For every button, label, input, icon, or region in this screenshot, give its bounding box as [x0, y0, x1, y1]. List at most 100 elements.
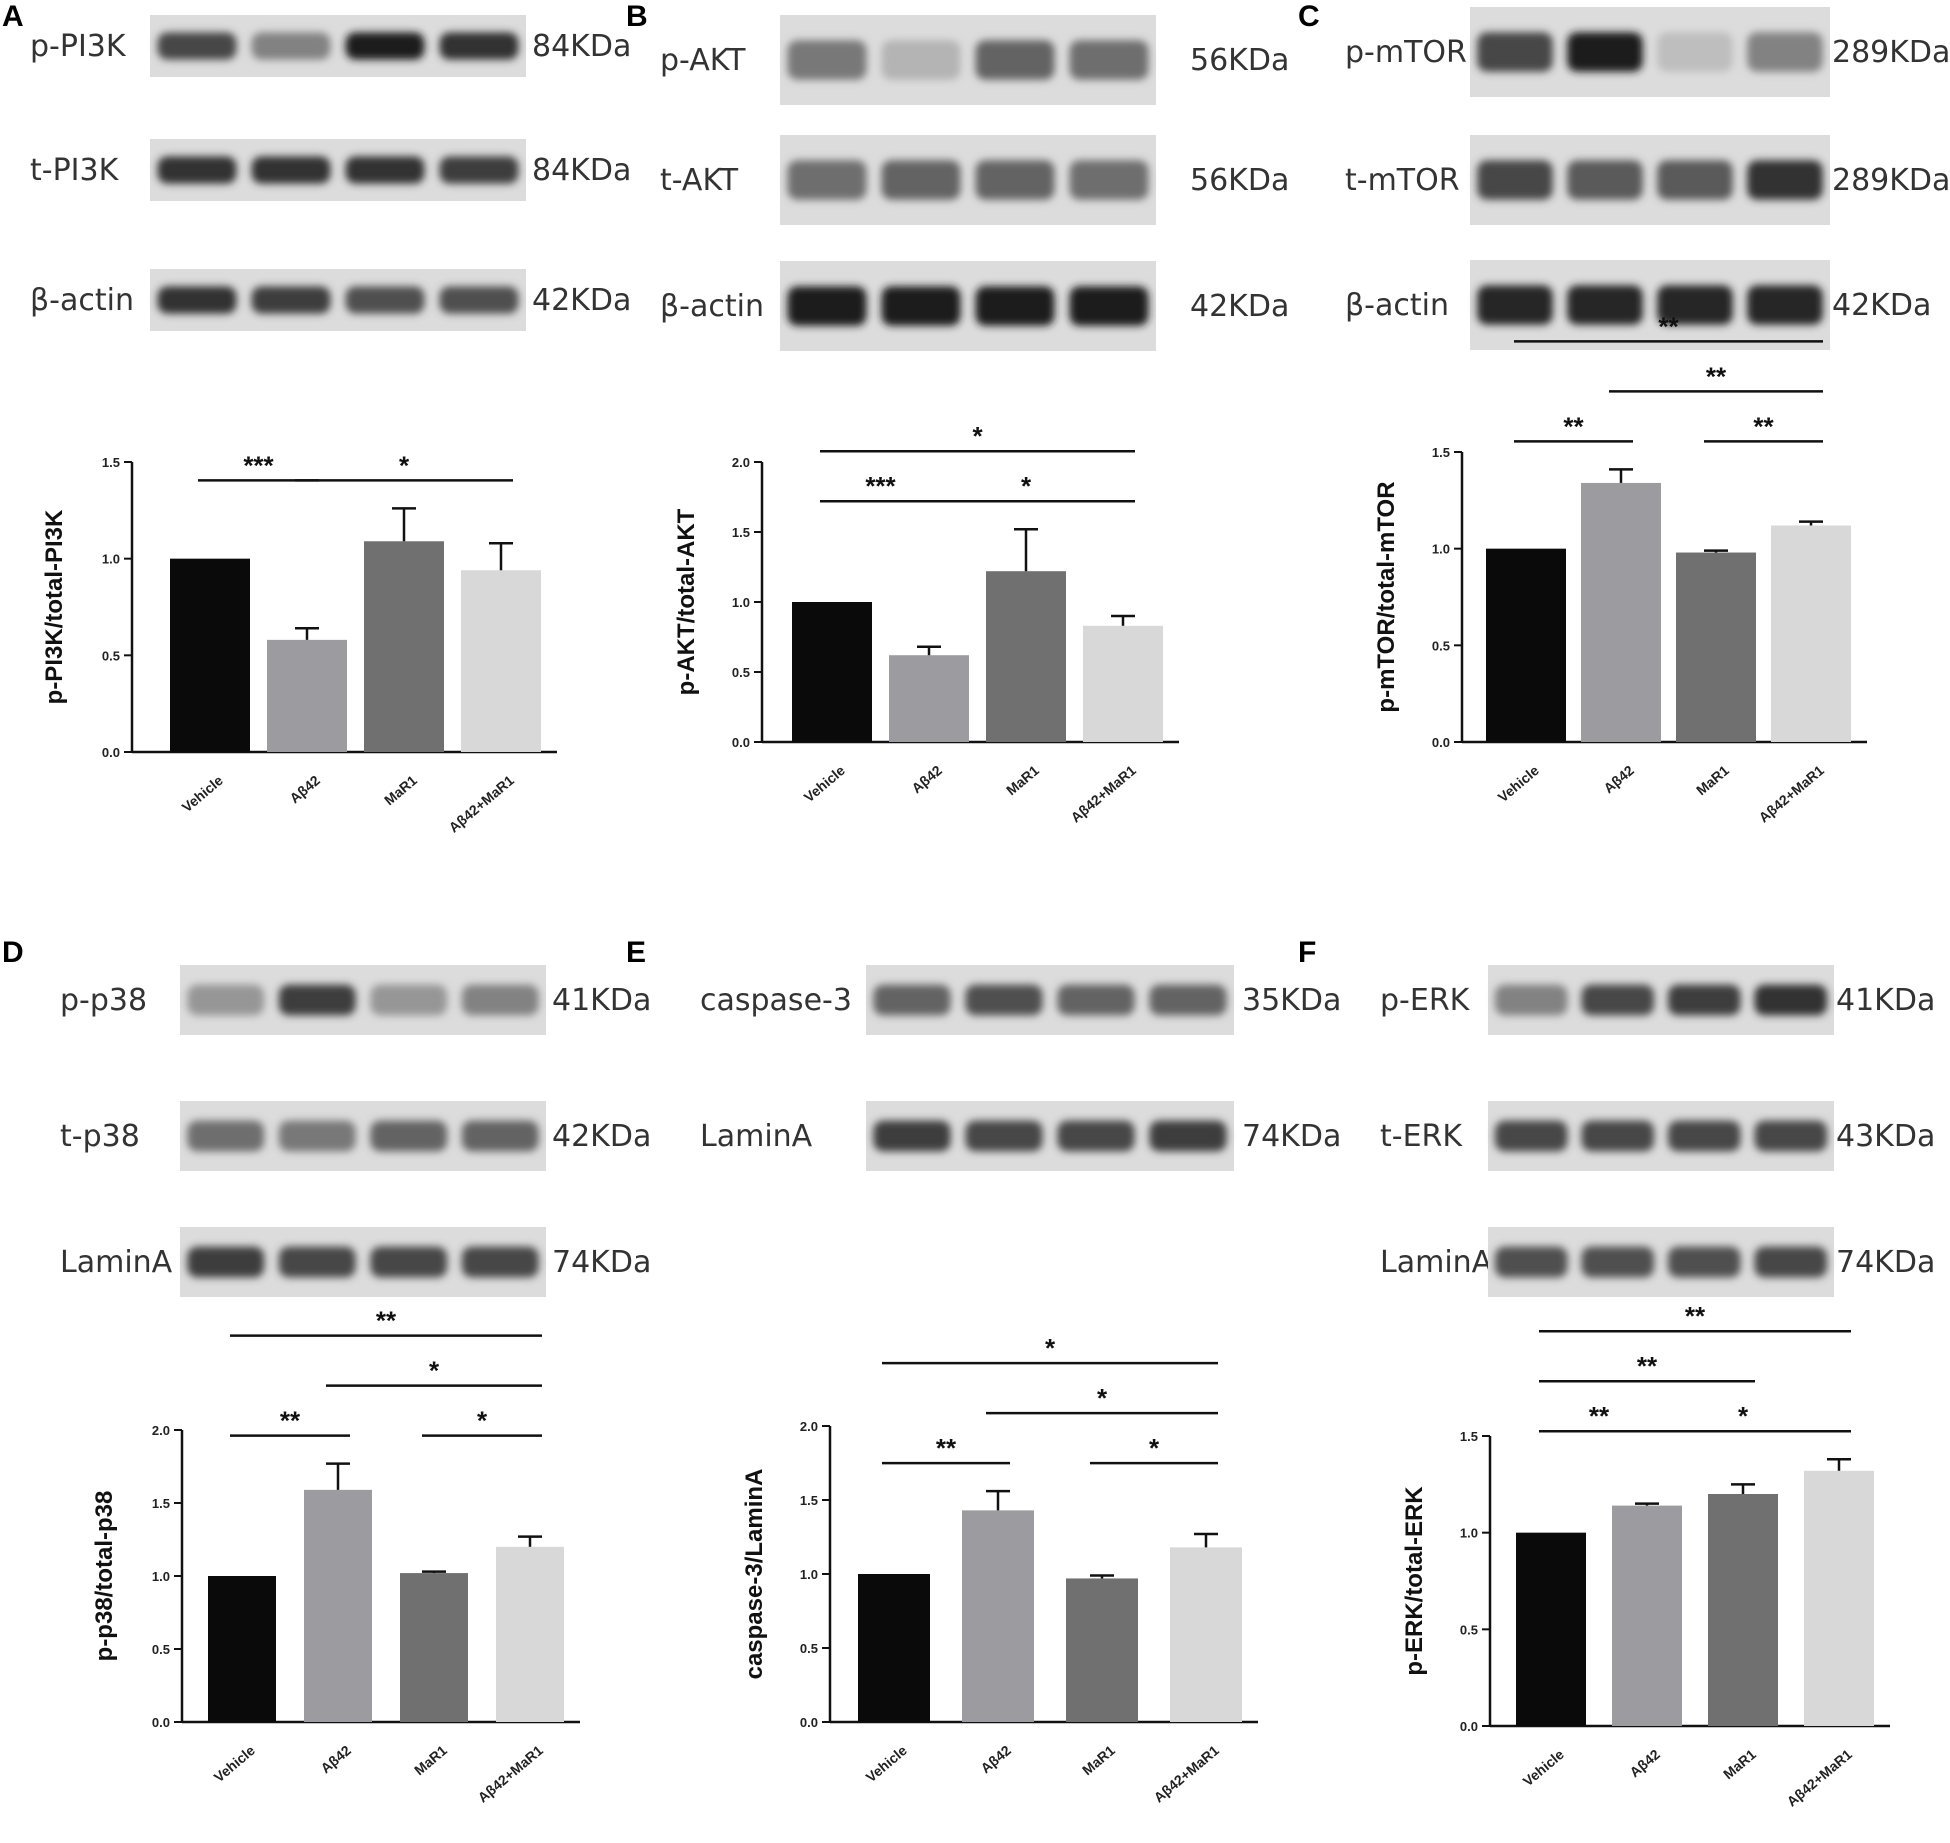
- blot-band: [251, 32, 331, 60]
- blot-band: [461, 984, 539, 1016]
- significance-stars: *: [1149, 1433, 1160, 1463]
- bar-chart-a: 0.0 0.5 1.0 1.5 p-PI3K/total-PI3K Vehicle Aβ42…: [41, 450, 557, 836]
- bar: [986, 571, 1066, 742]
- blot-band: [187, 984, 265, 1016]
- bar: [170, 558, 250, 752]
- blot-band: [439, 32, 519, 60]
- y-tick-label: 1.0: [732, 595, 750, 610]
- y-tick-label: 1.0: [1432, 542, 1450, 557]
- blot-band: [1657, 285, 1733, 325]
- blot-band: [1069, 160, 1149, 200]
- blot-band: [1754, 1246, 1828, 1278]
- blot-row: p-PI3K 84KDa: [30, 15, 631, 77]
- blot-band: [1667, 1246, 1741, 1278]
- blot-row: β-actin 42KDa: [660, 261, 1289, 351]
- blot-band: [370, 1246, 448, 1278]
- molecular-weight-label: 42KDa: [1190, 289, 1289, 324]
- significance-stars: **: [1753, 411, 1774, 441]
- blot-band: [1747, 32, 1823, 72]
- protein-label: p-p38: [60, 983, 147, 1018]
- blot-row: t-ERK 43KDa: [1380, 1101, 1935, 1171]
- blot-band: [345, 32, 425, 60]
- molecular-weight-label: 74KDa: [552, 1245, 651, 1280]
- blot-band: [278, 1246, 356, 1278]
- blot-row: t-p38 42KDa: [60, 1101, 651, 1171]
- blot-band: [157, 156, 237, 184]
- panel-letter: B: [626, 0, 648, 33]
- molecular-weight-label: 84KDa: [532, 153, 631, 188]
- y-tick-label: 1.5: [732, 525, 750, 540]
- protein-label: β-actin: [30, 283, 134, 318]
- x-tick-label: Aβ42: [317, 1742, 354, 1776]
- y-tick-label: 0.5: [1460, 1622, 1478, 1637]
- significance-stars: **: [1706, 361, 1727, 391]
- blot-band: [1754, 1120, 1828, 1152]
- protein-label: LaminA: [1380, 1245, 1493, 1280]
- protein-label: p-PI3K: [30, 29, 127, 64]
- blot-band: [1069, 40, 1149, 80]
- blot-band: [881, 286, 961, 326]
- significance-stars: *: [972, 421, 983, 451]
- y-tick-label: 0.5: [152, 1642, 170, 1657]
- bar: [1170, 1547, 1242, 1722]
- blot-band: [1581, 984, 1655, 1016]
- bar: [304, 1489, 372, 1722]
- blot-row: LaminA 74KDa: [60, 1227, 651, 1297]
- panel-letter: C: [1298, 0, 1320, 33]
- bar: [400, 1573, 468, 1722]
- bar: [962, 1510, 1034, 1722]
- blot-row: LaminA 74KDa: [700, 1101, 1341, 1171]
- panel-letter: E: [626, 936, 646, 969]
- blot-band: [345, 286, 425, 314]
- blot-band: [1567, 32, 1643, 72]
- blot-band: [965, 1120, 1043, 1152]
- y-tick-label: 2.0: [152, 1423, 170, 1438]
- blot-band: [881, 40, 961, 80]
- y-tick-label: 1.0: [152, 1569, 170, 1584]
- blot-band: [1567, 285, 1643, 325]
- blot-band: [439, 286, 519, 314]
- blot-band: [975, 40, 1055, 80]
- blot-band: [1581, 1246, 1655, 1278]
- blot-band: [461, 1246, 539, 1278]
- bar-chart-b: 0.0 0.5 1.0 1.5 2.0 p-AKT/total-AKT Vehicle Aβ4…: [673, 421, 1179, 826]
- significance-stars: **: [1658, 311, 1679, 341]
- panel-a: Ap-PI3K 84KDa t-PI3K 84KDa β-actin 42KDa: [2, 0, 631, 331]
- bar: [1066, 1578, 1138, 1722]
- x-tick-label: Vehicle: [179, 772, 226, 815]
- bar: [1612, 1505, 1682, 1726]
- x-tick-label: Aβ42: [1600, 762, 1637, 796]
- significance-stars: ***: [865, 471, 896, 501]
- x-tick-label: Aβ42: [286, 772, 323, 806]
- molecular-weight-label: 56KDa: [1190, 43, 1289, 78]
- blot-band: [251, 286, 331, 314]
- protein-label: t-mTOR: [1345, 163, 1460, 198]
- blot-row: p-ERK 41KDa: [1380, 965, 1935, 1035]
- significance-stars: **: [280, 1406, 301, 1436]
- blot-band: [1567, 160, 1643, 200]
- blot-band: [187, 1120, 265, 1152]
- blot-row: t-PI3K 84KDa: [30, 139, 631, 201]
- y-tick-label: 1.5: [1432, 445, 1450, 460]
- y-tick-label: 0.0: [732, 735, 750, 750]
- x-tick-label: Aβ42+MaR1: [475, 1742, 547, 1806]
- y-axis-label: caspase-3/LaminA: [741, 1469, 768, 1680]
- blot-band: [975, 286, 1055, 326]
- x-tick-label: Vehicle: [801, 762, 848, 805]
- x-tick-label: MaR1: [1003, 762, 1042, 798]
- significance-stars: **: [1589, 1401, 1610, 1431]
- blot-band: [1494, 1246, 1568, 1278]
- molecular-weight-label: 35KDa: [1242, 983, 1341, 1018]
- panel-c: Cp-mTOR 289KDa t-mTOR 289KDa β-actin 42KDa: [1298, 0, 1950, 350]
- blot-band: [278, 984, 356, 1016]
- y-tick-label: 1.0: [800, 1567, 818, 1582]
- y-axis-label: p-PI3K/total-PI3K: [41, 509, 68, 704]
- blot-band: [345, 156, 425, 184]
- molecular-weight-label: 43KDa: [1836, 1119, 1935, 1154]
- bar: [1486, 548, 1566, 742]
- x-tick-label: Aβ42+MaR1: [446, 772, 518, 836]
- panel-letter: A: [2, 0, 24, 33]
- blot-band: [1657, 32, 1733, 72]
